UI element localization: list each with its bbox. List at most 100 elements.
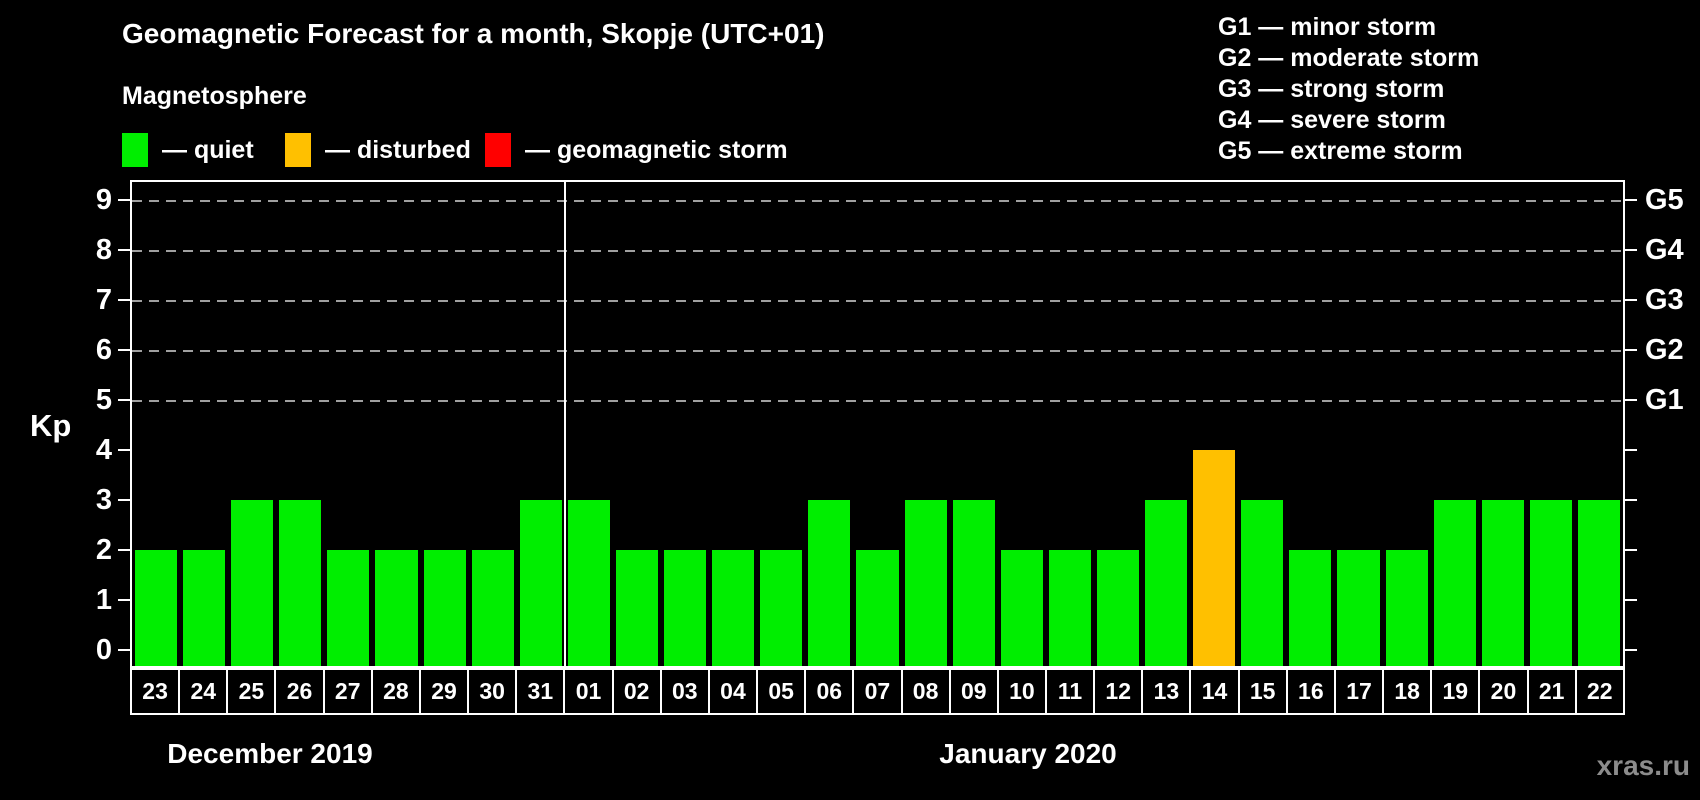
day-cell-30: 30	[469, 670, 518, 713]
y-axis-label-1: 1	[95, 584, 112, 616]
left-tick-kp-3	[118, 499, 130, 501]
left-tick-kp-2	[118, 549, 130, 551]
day-cell-03: 03	[662, 670, 710, 713]
kp-bar-day-03	[664, 550, 707, 666]
y-axis-label-9: 9	[95, 184, 112, 216]
kp-bar-day-01	[567, 500, 610, 666]
gridline-kp-8	[132, 250, 1623, 252]
month-label-december: December 2019	[167, 738, 373, 769]
right-axis-label-g1: G1	[1645, 384, 1684, 416]
day-cell-22: 22	[1586, 678, 1613, 704]
kp-bar-day-20	[1481, 500, 1524, 666]
day-cell-06: 06	[806, 670, 855, 713]
day-cell-15: 15	[1240, 670, 1288, 713]
kp-bar-day-04	[712, 550, 755, 666]
kp-bar-day-25	[231, 500, 274, 666]
kp-bar-day-27	[327, 550, 370, 666]
day-cell-01: 01	[565, 670, 614, 713]
month-separator-line	[563, 182, 566, 666]
g-scale-item: G2 — moderate storm	[1218, 44, 1480, 72]
day-cell-26: 26	[276, 670, 325, 713]
day-cell-29: 29	[421, 670, 470, 713]
right-axis-label-g3: G3	[1645, 284, 1684, 316]
disturbed-color-swatch	[285, 133, 311, 167]
left-tick-kp-6	[118, 349, 130, 351]
gridline-kp-6	[132, 350, 1623, 352]
right-tick-kp-3	[1625, 499, 1637, 501]
g-scale-item: G4 — severe storm	[1218, 106, 1446, 134]
kp-bar-day-29	[423, 550, 466, 666]
left-tick-kp-7	[118, 299, 130, 301]
day-cell-19: 19	[1432, 670, 1481, 713]
right-tick-kp-5	[1625, 399, 1637, 401]
day-cell-31: 31	[517, 670, 566, 713]
right-tick-kp-1	[1625, 599, 1637, 601]
day-axis-row: 23 24 25 26 27 28 29 30 31 01 02 03 04 05 06 07 08 09 10 11…	[130, 668, 1625, 715]
day-cell-21: 21	[1529, 670, 1577, 713]
kp-bar-day-16	[1289, 550, 1332, 666]
kp-bar-day-24	[183, 550, 226, 666]
legend-item-disturbed: — disturbed	[285, 131, 471, 169]
kp-bar-day-18	[1385, 550, 1428, 666]
y-axis-label-2: 2	[95, 534, 112, 566]
kp-bar-day-08	[904, 500, 947, 666]
right-axis-label-g2: G2	[1645, 334, 1684, 366]
kp-bar-day-11	[1048, 550, 1091, 666]
right-tick-kp-4	[1625, 449, 1637, 451]
kp-bar-day-13	[1145, 500, 1188, 666]
day-cell-20: 20	[1480, 670, 1529, 713]
kp-bar-day-15	[1241, 500, 1284, 666]
kp-bar-day-06	[808, 500, 851, 666]
kp-bar-day-02	[615, 550, 659, 666]
left-tick-kp-8	[118, 249, 130, 251]
day-cell-14: 14	[1191, 670, 1240, 713]
right-axis-label-g5: G5	[1645, 184, 1684, 216]
legend-item-storm: — geomagnetic storm	[485, 131, 788, 169]
g-scale-item: G3 — strong storm	[1218, 75, 1445, 103]
kp-bar-day-09	[952, 500, 995, 666]
g-scale-item: G5 — extreme storm	[1218, 137, 1463, 165]
kp-bar-day-31	[519, 500, 562, 666]
g-storm-scale-legend: G1 — minor storm G2 — moderate storm G3 …	[1218, 12, 1479, 167]
y-axis-label-4: 4	[95, 434, 112, 466]
day-cell-10: 10	[999, 670, 1047, 713]
kp-bar-day-23	[135, 550, 178, 666]
legend-label-disturbed: — disturbed	[325, 135, 471, 164]
kp-bar-day-19	[1433, 500, 1476, 666]
left-tick-kp-0	[118, 649, 130, 651]
day-cell-16: 16	[1288, 670, 1336, 713]
kp-bar-day-28	[375, 550, 418, 666]
left-tick-kp-1	[118, 599, 130, 601]
kp-bar-day-10	[1000, 550, 1043, 666]
day-cell-04: 04	[710, 670, 759, 713]
right-tick-kp-9	[1625, 199, 1637, 201]
day-cell-12: 12	[1095, 670, 1144, 713]
legend-label-storm: — geomagnetic storm	[525, 135, 788, 164]
chart-title: Geomagnetic Forecast for a month, Skopje…	[122, 18, 825, 49]
legend-label-quiet: — quiet	[162, 135, 254, 164]
left-tick-kp-5	[118, 399, 130, 401]
day-cell-17: 17	[1336, 670, 1385, 713]
month-label-january: January 2020	[939, 738, 1117, 769]
day-cell-28: 28	[373, 670, 421, 713]
g-scale-item: G1 — minor storm	[1218, 13, 1437, 41]
right-tick-kp-0	[1625, 649, 1637, 651]
day-cell-08: 08	[903, 670, 951, 713]
plot-area	[130, 180, 1625, 668]
kp-bar-day-22	[1577, 500, 1620, 666]
day-cell-07: 07	[854, 670, 903, 713]
kp-bar-day-21	[1529, 500, 1572, 666]
y-axis-label-5: 5	[95, 384, 112, 416]
kp-bar-day-26	[279, 500, 322, 666]
right-axis-label-g4: G4	[1645, 234, 1684, 266]
day-cell-09: 09	[951, 670, 999, 713]
y-axis-title: Kp	[30, 408, 72, 443]
right-tick-kp-7	[1625, 299, 1637, 301]
right-tick-kp-6	[1625, 349, 1637, 351]
day-cell-02: 02	[614, 670, 662, 713]
kp-bar-day-05	[760, 550, 803, 666]
day-cell-05: 05	[758, 670, 807, 713]
y-axis-label-8: 8	[95, 234, 112, 266]
left-tick-kp-9	[118, 199, 130, 201]
